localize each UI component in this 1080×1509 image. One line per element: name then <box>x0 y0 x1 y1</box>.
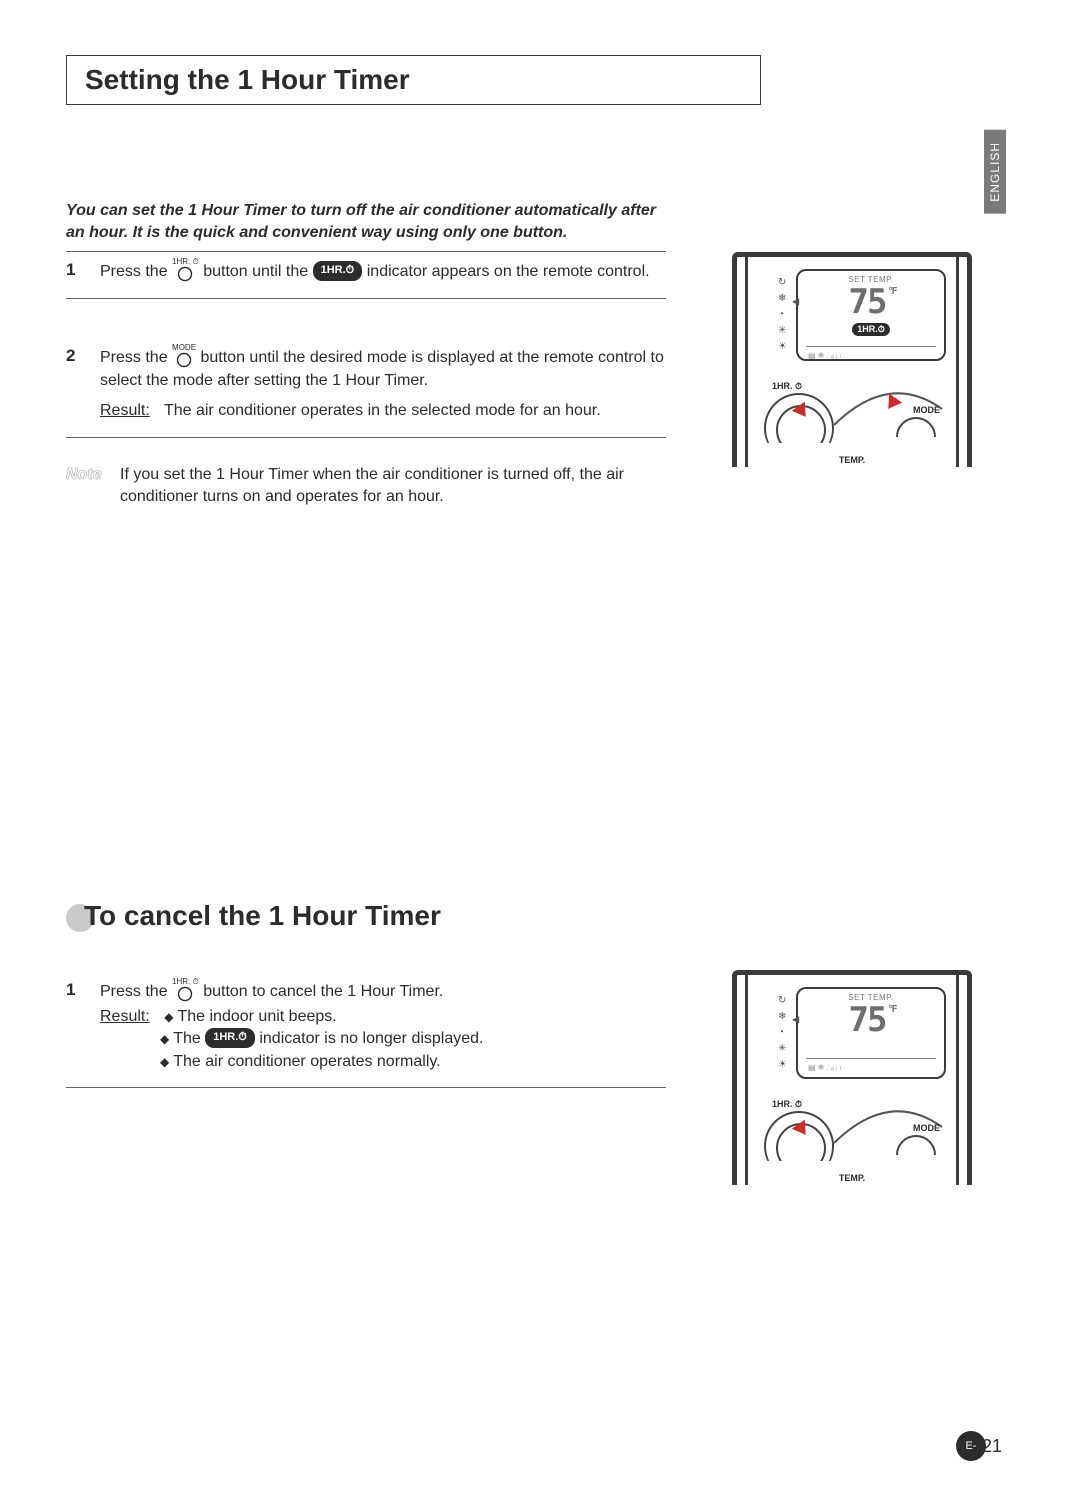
mode-button-label: MODE <box>913 405 940 415</box>
step-2-number: 2 <box>66 346 100 423</box>
one-hr-button-icon: 1HR. ⏱ <box>172 978 199 1002</box>
temp-button-label: TEMP. <box>839 455 865 465</box>
bullet-icon: ◆ <box>164 1010 173 1024</box>
remote-illustration-2: ↻ ❄ ◔ ✳ ☀ SET TEMP. ◀ 75°F ▤ ❄ ⫶ ₐ ᵢ ₗ 1… <box>732 970 972 1185</box>
page-number: E- 21 <box>956 1431 1002 1461</box>
step-2-text-a: Press the <box>100 349 172 366</box>
remote-controls: 1HR. ⏱ MODE TEMP. <box>764 375 940 467</box>
cancel-result-label: Result: <box>100 1008 150 1025</box>
cancel-bullet-3: The air conditioner operates normally. <box>173 1053 440 1070</box>
one-hr-button-icon: 1HR. ⏱ <box>172 258 199 282</box>
temp-display: ◀ 75°F <box>804 282 938 322</box>
section-title-box: Setting the 1 Hour Timer <box>66 55 761 105</box>
mode-button[interactable] <box>896 1135 936 1175</box>
step-1-text-b: button until the <box>203 263 312 280</box>
bullet-icon: ◆ <box>160 1032 169 1046</box>
one-hr-button[interactable] <box>764 1111 834 1181</box>
step-2-result-label: Result: <box>100 402 150 419</box>
left-arrow-icon: ◀ <box>792 294 797 308</box>
section-title: Setting the 1 Hour Timer <box>85 64 742 96</box>
lcd-1hr-indicator: 1HR.⏱ <box>804 322 938 340</box>
lcd-bottom-icons: ▤ ❄ ⫶ ₐ ᵢ ₗ <box>804 1063 938 1073</box>
step-1-text-a: Press the <box>100 263 172 280</box>
one-hr-button-label: 1HR. ⏱ <box>772 381 802 392</box>
note-text: If you set the 1 Hour Timer when the air… <box>120 464 666 509</box>
step-2-result-text: The air conditioner operates in the sele… <box>164 402 601 419</box>
remote-lcd: SET TEMP. ◀ 75°F 1HR.⏱ ▤ ❄ ⫶ ₐ ᵢ ₗ <box>796 269 946 361</box>
temp-display: ◀ 75°F <box>804 1000 938 1040</box>
step-1-body: Press the 1HR. ⏱ button until the 1HR.⏱ … <box>100 260 666 284</box>
remote-controls: 1HR. ⏱ MODE TEMP. <box>764 1093 940 1185</box>
mode-button-icon: MODE <box>172 344 196 368</box>
mode-button-label: MODE <box>913 1123 940 1133</box>
cancel-text-b: button to cancel the 1 Hour Timer. <box>203 983 443 1000</box>
intro-text: You can set the 1 Hour Timer to turn off… <box>66 200 666 252</box>
cancel-section-title: To cancel the 1 Hour Timer <box>66 900 441 932</box>
mode-button[interactable] <box>896 417 936 457</box>
bullet-icon: ◆ <box>160 1055 169 1069</box>
one-hr-indicator-badge: 1HR.⏱ <box>313 261 363 280</box>
temp-button-label: TEMP. <box>839 1173 865 1183</box>
cancel-step-body: Press the 1HR. ⏱ button to cancel the 1 … <box>100 980 666 1073</box>
one-hr-button[interactable] <box>764 393 834 463</box>
lcd-mode-icons: ↻ ❄ ◔ ✳ ☀ <box>778 993 787 1073</box>
one-hr-button-label: 1HR. ⏱ <box>772 1099 802 1110</box>
lcd-bottom-icons: ▤ ❄ ⫶ ₐ ᵢ ₗ <box>804 351 938 361</box>
step-1-text-c: indicator appears on the remote control. <box>367 263 650 280</box>
cancel-bullet-2b: indicator is no longer displayed. <box>255 1030 484 1047</box>
cancel-step-1: 1 Press the 1HR. ⏱ button to cancel the … <box>66 980 666 1088</box>
page-number-value: 21 <box>982 1436 1002 1457</box>
cancel-step-number: 1 <box>66 980 100 1073</box>
note-label: Note <box>66 464 120 509</box>
lcd-mode-icons: ↻ ❄ ◔ ✳ ☀ <box>778 275 787 355</box>
step-1-number: 1 <box>66 260 100 284</box>
step-2-body: Press the MODE button until the desired … <box>100 346 666 423</box>
note: Note If you set the 1 Hour Timer when th… <box>66 464 666 509</box>
step-1: 1 Press the 1HR. ⏱ button until the 1HR.… <box>66 260 666 299</box>
one-hr-indicator-badge: 1HR.⏱ <box>205 1028 255 1047</box>
left-arrow-icon: ◀ <box>792 1012 797 1026</box>
remote-illustration-1: ↻ ❄ ◔ ✳ ☀ SET TEMP. ◀ 75°F 1HR.⏱ ▤ ❄ ⫶ ₐ… <box>732 252 972 467</box>
step-2: 2 Press the MODE button until the desire… <box>66 346 666 438</box>
language-tab: ENGLISH <box>984 130 1006 214</box>
remote-lcd: SET TEMP. ◀ 75°F ▤ ❄ ⫶ ₐ ᵢ ₗ <box>796 987 946 1079</box>
cancel-text-a: Press the <box>100 983 172 1000</box>
cancel-bullet-1: The indoor unit beeps. <box>177 1008 336 1025</box>
cancel-bullet-2a: The <box>173 1030 205 1047</box>
